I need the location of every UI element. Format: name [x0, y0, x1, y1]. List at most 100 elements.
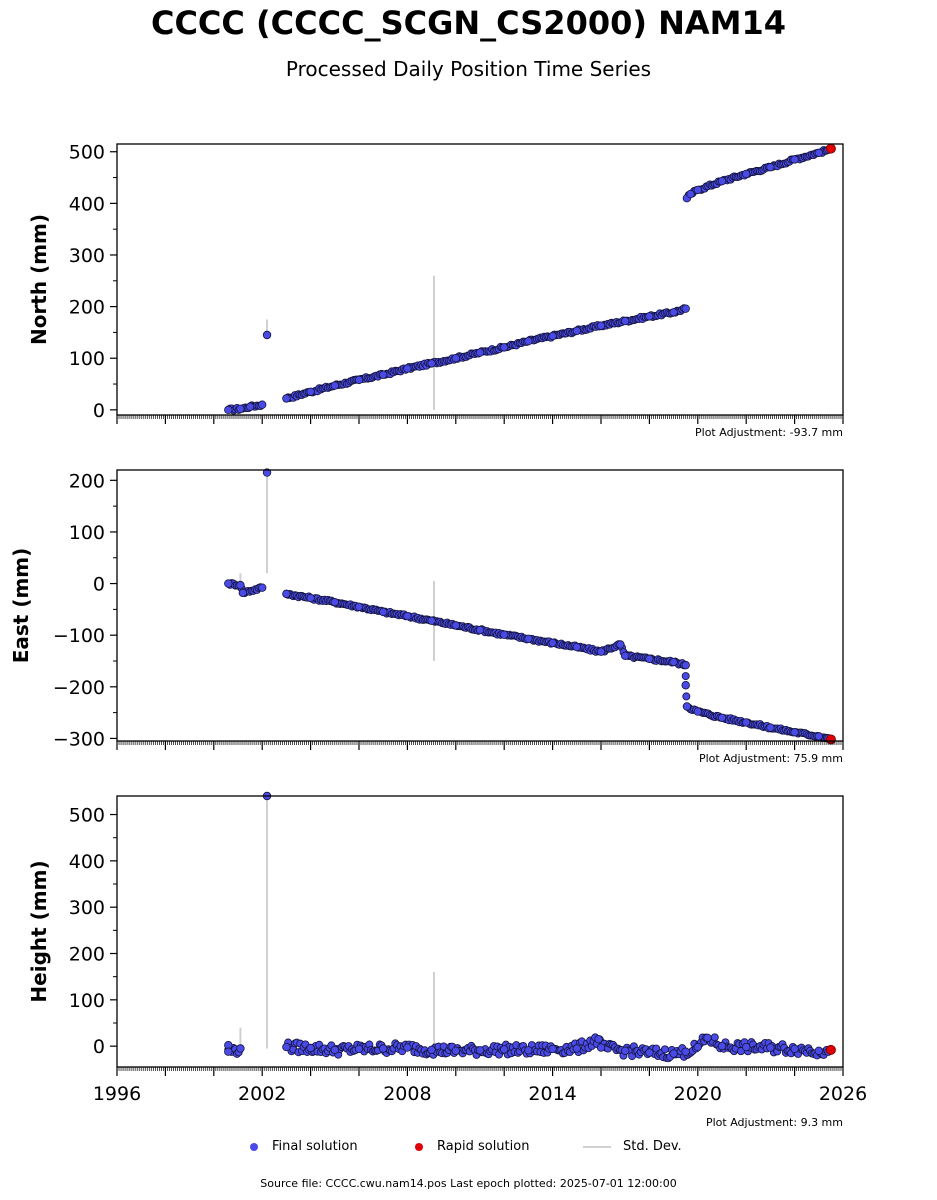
final-point	[790, 728, 799, 737]
panel-frame	[116, 143, 844, 416]
final-point	[572, 642, 581, 652]
final-point	[330, 381, 339, 390]
final-point	[354, 375, 364, 385]
final-point	[262, 330, 272, 340]
final-point	[766, 163, 775, 172]
x-tick-label: 2026	[819, 1083, 867, 1105]
final-point	[238, 588, 248, 598]
y-tick-label: 500	[69, 805, 105, 827]
final-point	[814, 732, 823, 741]
final-point	[660, 1045, 669, 1054]
y-tick-label: 400	[69, 851, 105, 873]
final-point	[742, 1042, 751, 1052]
final-point	[572, 326, 581, 336]
y-tick-label: 100	[69, 522, 105, 544]
final-point	[354, 602, 364, 611]
final-point	[262, 468, 272, 477]
final-point	[693, 707, 702, 716]
final-point	[682, 702, 692, 711]
final-point	[621, 651, 630, 661]
final-point	[548, 331, 557, 341]
plot-adjustment-label: Plot Adjustment: 9.3 mm	[706, 1116, 843, 1129]
final-point	[686, 189, 695, 199]
final-point	[427, 1045, 436, 1055]
final-point	[594, 1035, 603, 1044]
final-point	[717, 1041, 727, 1051]
y-tick-label: 0	[93, 1036, 105, 1058]
final-point	[681, 681, 690, 690]
final-point	[766, 723, 775, 732]
final-point	[548, 638, 557, 648]
final-point	[403, 364, 412, 373]
panel-0	[110, 143, 844, 424]
final-point	[306, 593, 315, 603]
page-title: CCCC (CCCC_SCGN_CS2000) NAM14	[150, 4, 787, 42]
final-point	[330, 1045, 339, 1055]
final-point	[524, 336, 533, 346]
final-point	[616, 640, 625, 649]
final-point	[306, 387, 315, 396]
final-point	[742, 169, 751, 179]
std-line-icon	[583, 1145, 611, 1148]
final-point	[475, 348, 485, 357]
final-point	[451, 1046, 460, 1055]
final-point	[681, 672, 690, 681]
rapid-point	[825, 1044, 836, 1055]
final-point	[669, 1049, 678, 1058]
legend-std-label: Std. Dev.	[623, 1139, 682, 1154]
panel-frame	[116, 795, 844, 1068]
x-tick-label: 2008	[383, 1083, 431, 1105]
x-tick-label: 2014	[528, 1083, 576, 1105]
panel-frame	[116, 469, 844, 742]
legend-rapid-label: Rapid solution	[437, 1139, 530, 1154]
final-point	[282, 1042, 291, 1052]
final-point	[224, 405, 233, 415]
rapid-point	[825, 143, 836, 154]
final-point	[548, 1044, 557, 1054]
y-tick-label: 300	[69, 245, 105, 267]
y-tick-label: 0	[93, 400, 105, 422]
final-point	[572, 1044, 581, 1053]
final-point	[236, 580, 245, 590]
final-point	[224, 1047, 233, 1056]
page-subtitle: Processed Daily Position Time Series	[285, 57, 652, 81]
final-point	[669, 657, 678, 667]
legend-final-label: Final solution	[272, 1139, 358, 1154]
final-point	[790, 1044, 799, 1054]
x-tick-label: 2002	[238, 1083, 286, 1105]
x-tick-label: 2020	[674, 1083, 722, 1105]
y-tick-label: −200	[53, 677, 105, 699]
y-tick-label: 100	[69, 990, 105, 1012]
plot-adjustment-label: Plot Adjustment: 75.9 mm	[699, 752, 843, 765]
final-point	[766, 1043, 775, 1052]
y-tick-label: 0	[93, 574, 105, 596]
y-tick-label: 200	[69, 297, 105, 319]
y-tick-label: −100	[53, 625, 105, 647]
final-point	[681, 1047, 690, 1056]
final-point	[379, 1044, 388, 1053]
final-point	[681, 304, 690, 313]
final-point	[330, 597, 339, 607]
final-point	[379, 370, 388, 379]
legend-final: Final solution	[250, 1137, 358, 1157]
final-point	[500, 343, 509, 352]
final-point	[475, 1046, 485, 1055]
final-point	[236, 1044, 245, 1053]
y-tick-label: −300	[53, 728, 105, 750]
final-point	[717, 176, 727, 186]
final-point	[475, 625, 485, 635]
y-tick-label: 100	[69, 348, 105, 370]
panel-2	[110, 791, 844, 1076]
final-point	[403, 1043, 412, 1052]
final-point	[645, 312, 654, 321]
final-point	[693, 185, 702, 195]
final-point	[379, 607, 388, 617]
final-point	[282, 589, 291, 599]
final-point	[596, 1043, 606, 1052]
plot-adjustment-label: Plot Adjustment: -93.7 mm	[695, 426, 843, 439]
final-point	[703, 1033, 712, 1043]
final-point	[669, 308, 678, 317]
final-point	[717, 713, 727, 722]
y-axis-label: East (mm)	[9, 548, 33, 664]
final-point	[500, 1045, 509, 1054]
